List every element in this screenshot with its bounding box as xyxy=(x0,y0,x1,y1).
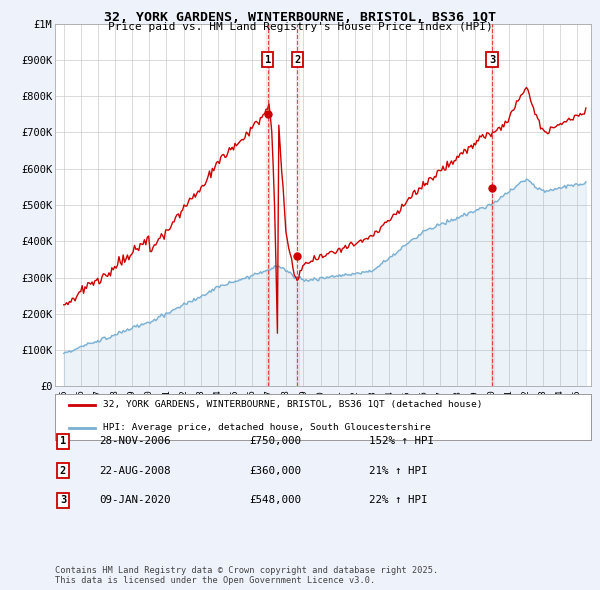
Text: £750,000: £750,000 xyxy=(249,437,301,446)
Text: 3: 3 xyxy=(489,55,496,65)
Bar xyxy=(296,24,299,386)
Text: £360,000: £360,000 xyxy=(249,466,301,476)
Point xyxy=(487,183,497,192)
Text: 152% ↑ HPI: 152% ↑ HPI xyxy=(369,437,434,446)
Text: 28-NOV-2006: 28-NOV-2006 xyxy=(99,437,170,446)
Text: 1: 1 xyxy=(60,437,66,446)
Text: Price paid vs. HM Land Registry's House Price Index (HPI): Price paid vs. HM Land Registry's House … xyxy=(107,22,493,32)
Text: 2: 2 xyxy=(60,466,66,476)
Text: 21% ↑ HPI: 21% ↑ HPI xyxy=(369,466,427,476)
Text: 09-JAN-2020: 09-JAN-2020 xyxy=(99,496,170,505)
Bar xyxy=(266,24,269,386)
Text: HPI: Average price, detached house, South Gloucestershire: HPI: Average price, detached house, Sout… xyxy=(103,423,431,432)
Point xyxy=(292,251,302,261)
Text: 2: 2 xyxy=(294,55,301,65)
Text: 1: 1 xyxy=(265,55,271,65)
Text: 32, YORK GARDENS, WINTERBOURNE, BRISTOL, BS36 1QT (detached house): 32, YORK GARDENS, WINTERBOURNE, BRISTOL,… xyxy=(103,400,483,409)
Text: 22-AUG-2008: 22-AUG-2008 xyxy=(99,466,170,476)
Text: £548,000: £548,000 xyxy=(249,496,301,505)
Text: 32, YORK GARDENS, WINTERBOURNE, BRISTOL, BS36 1QT: 32, YORK GARDENS, WINTERBOURNE, BRISTOL,… xyxy=(104,11,496,24)
Text: 22% ↑ HPI: 22% ↑ HPI xyxy=(369,496,427,505)
Bar xyxy=(491,24,494,386)
Point xyxy=(263,110,272,119)
Text: Contains HM Land Registry data © Crown copyright and database right 2025.
This d: Contains HM Land Registry data © Crown c… xyxy=(55,566,439,585)
Text: 3: 3 xyxy=(60,496,66,505)
